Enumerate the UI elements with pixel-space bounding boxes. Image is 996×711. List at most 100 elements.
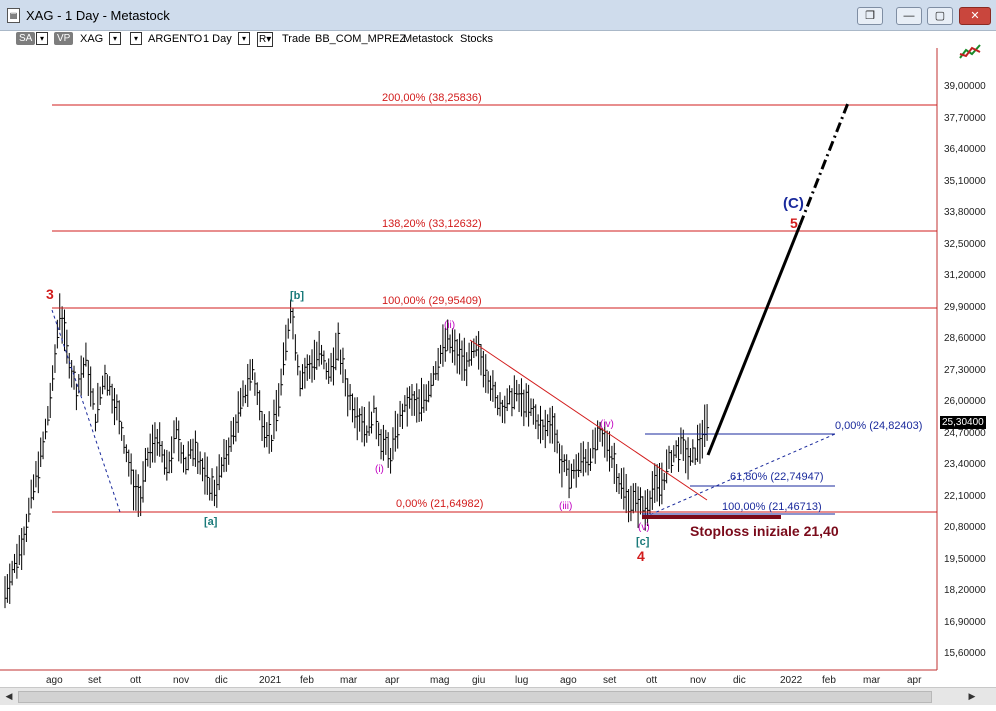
x-tick-label: ott [646,675,658,686]
wave-5-label: 5 [790,215,798,231]
y-tick-label: 39,00000 [944,81,986,92]
sa-dropdown-icon[interactable]: ▾ [36,32,48,45]
chart-overlay [51,102,937,519]
stoploss-bar [642,515,781,519]
y-tick-label: 35,10000 [944,175,986,187]
window-title: XAG - 1 Day - Metastock [26,8,170,23]
trade-label: Trade [282,33,311,45]
projection-dashed-line [644,433,836,518]
period-dropdown-icon[interactable]: ▾ [238,32,250,45]
horizontal-scrollbar[interactable]: ◀ ▶ [0,687,996,705]
r-button[interactable]: R▾ [257,32,274,47]
vp-button[interactable]: VP [54,32,74,45]
y-tick-label: 19,50000 [944,553,986,565]
x-tick-label: nov [173,675,190,686]
y-tick-label: 33,80000 [944,207,986,218]
wave-b-label: [b] [290,290,305,302]
projection-dashdot-line [798,102,850,226]
sa-button[interactable]: SA [16,32,36,45]
r-dropdown-icon: ▾ [266,34,272,45]
category-label: Stocks [460,33,494,45]
close-icon[interactable]: ✕ [959,7,991,25]
title-bar: ▤ XAG - 1 Day - Metastock ❐ — ▢ ✕ [0,0,996,31]
restore-icon[interactable]: ❐ [857,7,883,25]
wave-iv-label: (iv) [600,419,614,430]
instrument-label: ARGENTO [148,33,203,45]
wave-v-label: (v) [638,522,650,533]
x-tick-label: mag [430,675,450,686]
y-tick-label: 37,70000 [944,112,986,124]
x-tick-label: lug [515,675,529,686]
template-label: BB_COM_MPREZ [315,33,407,45]
y-tick-label: 23,40000 [944,459,986,470]
scroll-left-icon[interactable]: ◀ [5,691,13,701]
y-tick-label: 20,80000 [944,522,986,533]
price-chart[interactable] [0,48,996,687]
x-tick-label: feb [822,675,836,686]
symbol-dropdown-icon[interactable]: ▾ [109,32,121,45]
y-tick-label: 36,40000 [944,144,986,155]
symbol-label: XAG [80,33,104,45]
x-tick-label: set [603,675,617,686]
y-tick-label: 16,90000 [944,616,986,628]
x-tick-label: apr [907,675,922,686]
price-bars [4,293,710,609]
r-button-label: R [259,34,267,45]
chart-tools-icon[interactable] [958,42,982,62]
y-tick-label: 32,50000 [944,238,986,250]
y-tick-label: 18,20000 [944,585,986,596]
downtrend-line [469,339,708,501]
maximize-icon[interactable]: ▢ [927,7,953,25]
fib-0-label: 0,00% (21,64982) [396,498,484,510]
app-icon: ▤ [7,8,20,23]
y-tick-label: 31,20000 [944,270,986,281]
y-tick-label: 29,90000 [944,301,986,313]
wave-3-label: 3 [46,286,54,302]
source-label: Metastock [403,33,454,45]
instrument-dropdown-icon[interactable]: ▾ [130,32,142,45]
y-tick-label: 15,60000 [944,648,986,659]
wave-ii-label: (ii) [444,320,456,331]
x-tick-label: ott [130,675,142,686]
wave-4-label: 4 [637,548,645,564]
x-tick-label: ago [560,675,577,686]
fib-right-0-label: 0,00% (24,82403) [835,420,923,432]
minimize-icon[interactable]: — [896,7,922,25]
wave-a-label: [a] [204,516,218,528]
projection-solid-line [706,224,802,456]
x-tick-label: mar [863,675,881,686]
fib-100-label: 100,00% (29,95409) [382,295,482,307]
y-tick-label: 26,00000 [944,396,986,407]
fib-200-label: 200,00% (38,25836) [382,92,482,104]
y-tick-label: 24,70000 [944,427,986,439]
scroll-thumb[interactable] [18,691,932,703]
y-tick-label: 22,10000 [944,490,986,502]
x-tick-label: ago [46,675,63,686]
chart-toolbar: SA ▾ VP XAG ▾ ▾ ARGENTO 1 Day ▾ R▾ Trade… [0,30,996,48]
x-tick-label: feb [300,675,314,686]
fib-right-618-label: 61,80% (22,74947) [730,471,824,483]
x-tick-label: dic [215,675,228,686]
scroll-right-icon[interactable]: ▶ [968,691,976,701]
x-tick-label: apr [385,675,400,686]
x-tick-label: 2021 [259,675,282,686]
wave-i-label: (i) [375,464,384,475]
x-tick-label: dic [733,675,746,686]
y-tick-label: 28,60000 [944,333,986,344]
wave-c-label: [c] [636,536,650,548]
last-price-value: 25,30400 [942,417,984,428]
period-label: 1 Day [203,33,232,45]
wave-C-label: (C) [783,195,804,212]
x-tick-label: giu [472,675,486,686]
wave-iii-label: (iii) [559,501,573,512]
x-tick-label: 2022 [780,675,803,686]
y-tick-label: 27,30000 [944,364,986,376]
fib-right-100-label: 100,00% (21,46713) [722,501,822,513]
stoploss-label: Stoploss iniziale 21,40 [690,523,839,539]
x-tick-label: set [88,675,102,686]
x-tick-label: nov [690,675,707,686]
last-price-badge: 25,30400 [940,416,986,429]
x-tick-label: mar [340,675,358,686]
fib-138-label: 138,20% (33,12632) [382,218,482,230]
wave-a-dashed-line [51,309,121,513]
